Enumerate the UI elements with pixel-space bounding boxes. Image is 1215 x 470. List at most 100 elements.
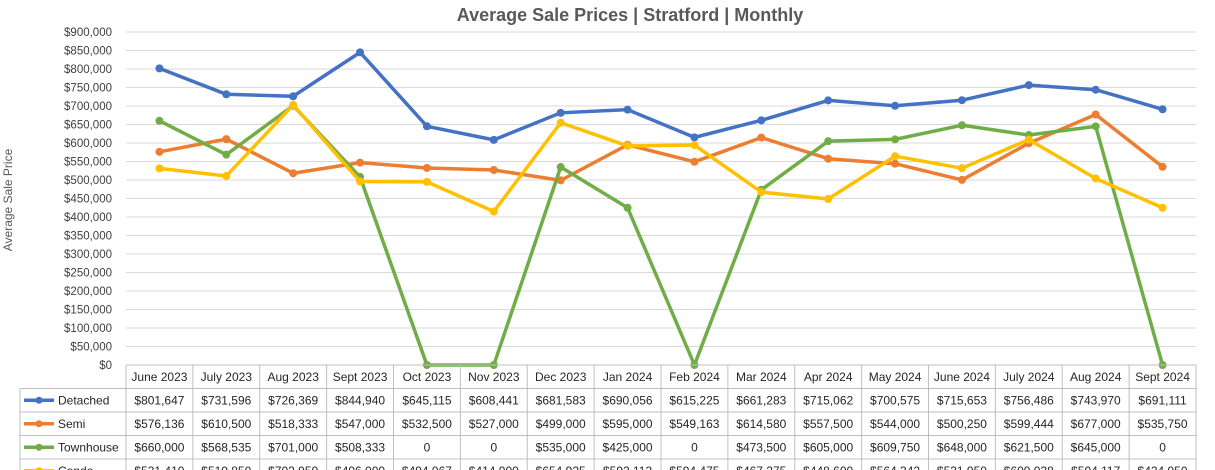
data-label-detached: $681,583 <box>536 393 586 407</box>
legend-label-semi: Semi <box>58 417 85 431</box>
data-label-condo: $467,275 <box>736 464 786 470</box>
data-label-detached: $726,369 <box>268 393 318 407</box>
data-point-detached <box>489 135 498 144</box>
legend-label-townhouse: Townhouse <box>58 440 119 454</box>
data-label-detached: $715,062 <box>803 393 853 407</box>
data-point-townhouse <box>1091 122 1100 131</box>
y-tick-label: $300,000 <box>64 249 112 261</box>
data-label-condo: $654,925 <box>536 464 586 470</box>
data-point-semi <box>824 154 833 163</box>
data-label-semi: $535,750 <box>1138 417 1188 431</box>
data-label-semi: $610,500 <box>201 417 251 431</box>
data-label-condo: $504,117 <box>1071 464 1120 470</box>
data-label-detached: $691,111 <box>1138 393 1187 407</box>
data-label-detached: $801,647 <box>134 393 184 407</box>
data-label-detached: $645,115 <box>402 393 451 407</box>
data-label-townhouse: 0 <box>691 440 698 454</box>
data-point-detached <box>623 105 632 114</box>
data-label-detached: $756,486 <box>1004 393 1054 407</box>
data-point-condo <box>1091 174 1100 183</box>
series-line-condo <box>159 103 1164 214</box>
y-tick-label: $250,000 <box>64 268 112 280</box>
data-label-detached: $844,940 <box>335 393 385 407</box>
data-label-condo: $702,950 <box>268 464 318 470</box>
y-tick-label: $900,000 <box>64 27 112 39</box>
data-label-townhouse: $701,000 <box>268 440 318 454</box>
x-tick-label: Jan 2024 <box>603 370 653 384</box>
data-label-semi: $500,250 <box>937 417 987 431</box>
data-point-condo <box>289 100 298 109</box>
y-tick-label: $600,000 <box>64 138 112 150</box>
data-label-semi: $527,000 <box>469 417 519 431</box>
data-label-detached: $743,970 <box>1071 393 1121 407</box>
data-label-townhouse: $568,535 <box>201 440 251 454</box>
x-tick-label: Feb 2024 <box>669 370 720 384</box>
data-label-semi: $677,000 <box>1071 417 1121 431</box>
data-point-townhouse <box>556 163 565 172</box>
series-line-semi <box>159 112 1164 183</box>
data-point-semi <box>1091 110 1100 119</box>
x-tick-label: Dec 2023 <box>535 370 587 384</box>
data-point-detached <box>757 116 766 125</box>
data-label-townhouse: 0 <box>1159 440 1166 454</box>
x-tick-label: Sept 2024 <box>1135 370 1190 384</box>
data-point-townhouse <box>891 135 900 144</box>
data-point-townhouse <box>957 121 966 130</box>
gridlines <box>126 31 1196 366</box>
legend-marker-semi <box>35 420 43 428</box>
series-line-detached <box>158 50 1164 142</box>
data-point-semi <box>757 133 766 142</box>
data-point-detached <box>824 96 833 105</box>
data-label-semi: $595,000 <box>603 417 653 431</box>
y-tick-label: $350,000 <box>64 231 112 243</box>
series-lines <box>155 48 1167 369</box>
y-tick-label: $500,000 <box>64 175 112 187</box>
legend-label-condo: Condo <box>58 464 94 470</box>
data-point-detached <box>1024 81 1033 90</box>
data-label-condo: $424,950 <box>1138 464 1188 470</box>
data-point-condo <box>1024 135 1033 144</box>
data-point-condo <box>957 164 966 173</box>
data-label-townhouse: $621,500 <box>1004 440 1054 454</box>
data-label-detached: $661,283 <box>736 393 786 407</box>
data-point-townhouse <box>155 116 164 125</box>
data-point-condo <box>356 177 365 186</box>
data-point-detached <box>356 48 365 57</box>
y-tick-label: $400,000 <box>64 212 112 224</box>
data-point-townhouse <box>824 137 833 146</box>
data-label-semi: $499,000 <box>536 417 586 431</box>
y-tick-label: $850,000 <box>64 46 112 58</box>
data-label-townhouse: $660,000 <box>134 440 184 454</box>
data-point-condo <box>690 141 699 150</box>
y-tick-labels: $0 $50,000 $100,000 $150,000 $200,000 $250,00… <box>64 27 112 372</box>
data-point-condo <box>824 195 833 204</box>
data-point-detached <box>690 133 699 142</box>
data-point-detached <box>891 101 900 110</box>
data-point-detached <box>422 122 431 131</box>
data-point-condo <box>222 171 231 180</box>
data-point-detached <box>155 64 164 73</box>
x-tick-label: Nov 2023 <box>468 370 520 384</box>
data-point-detached <box>1158 105 1167 114</box>
x-tick-label: July 2023 <box>201 370 253 384</box>
data-label-condo: $414,900 <box>469 464 519 470</box>
legend-label-detached: Detached <box>58 393 109 407</box>
data-point-semi <box>690 157 699 166</box>
data-point-detached <box>222 90 231 99</box>
y-tick-label: $800,000 <box>64 64 112 76</box>
data-point-semi <box>155 147 164 156</box>
y-tick-label: $100,000 <box>64 323 112 335</box>
data-label-townhouse: $609,750 <box>870 440 920 454</box>
data-point-townhouse <box>623 203 632 212</box>
data-point-semi <box>422 163 431 172</box>
data-label-condo: $531,950 <box>937 464 987 470</box>
data-label-semi: $518,333 <box>268 417 318 431</box>
data-point-condo <box>422 177 431 186</box>
data-label-detached: $700,575 <box>870 393 920 407</box>
data-label-semi: $547,000 <box>335 417 385 431</box>
legend-marker-detached <box>35 396 43 404</box>
data-label-semi: $614,580 <box>736 417 786 431</box>
x-tick-label: June 2023 <box>131 370 187 384</box>
y-tick-label: $650,000 <box>64 120 112 132</box>
